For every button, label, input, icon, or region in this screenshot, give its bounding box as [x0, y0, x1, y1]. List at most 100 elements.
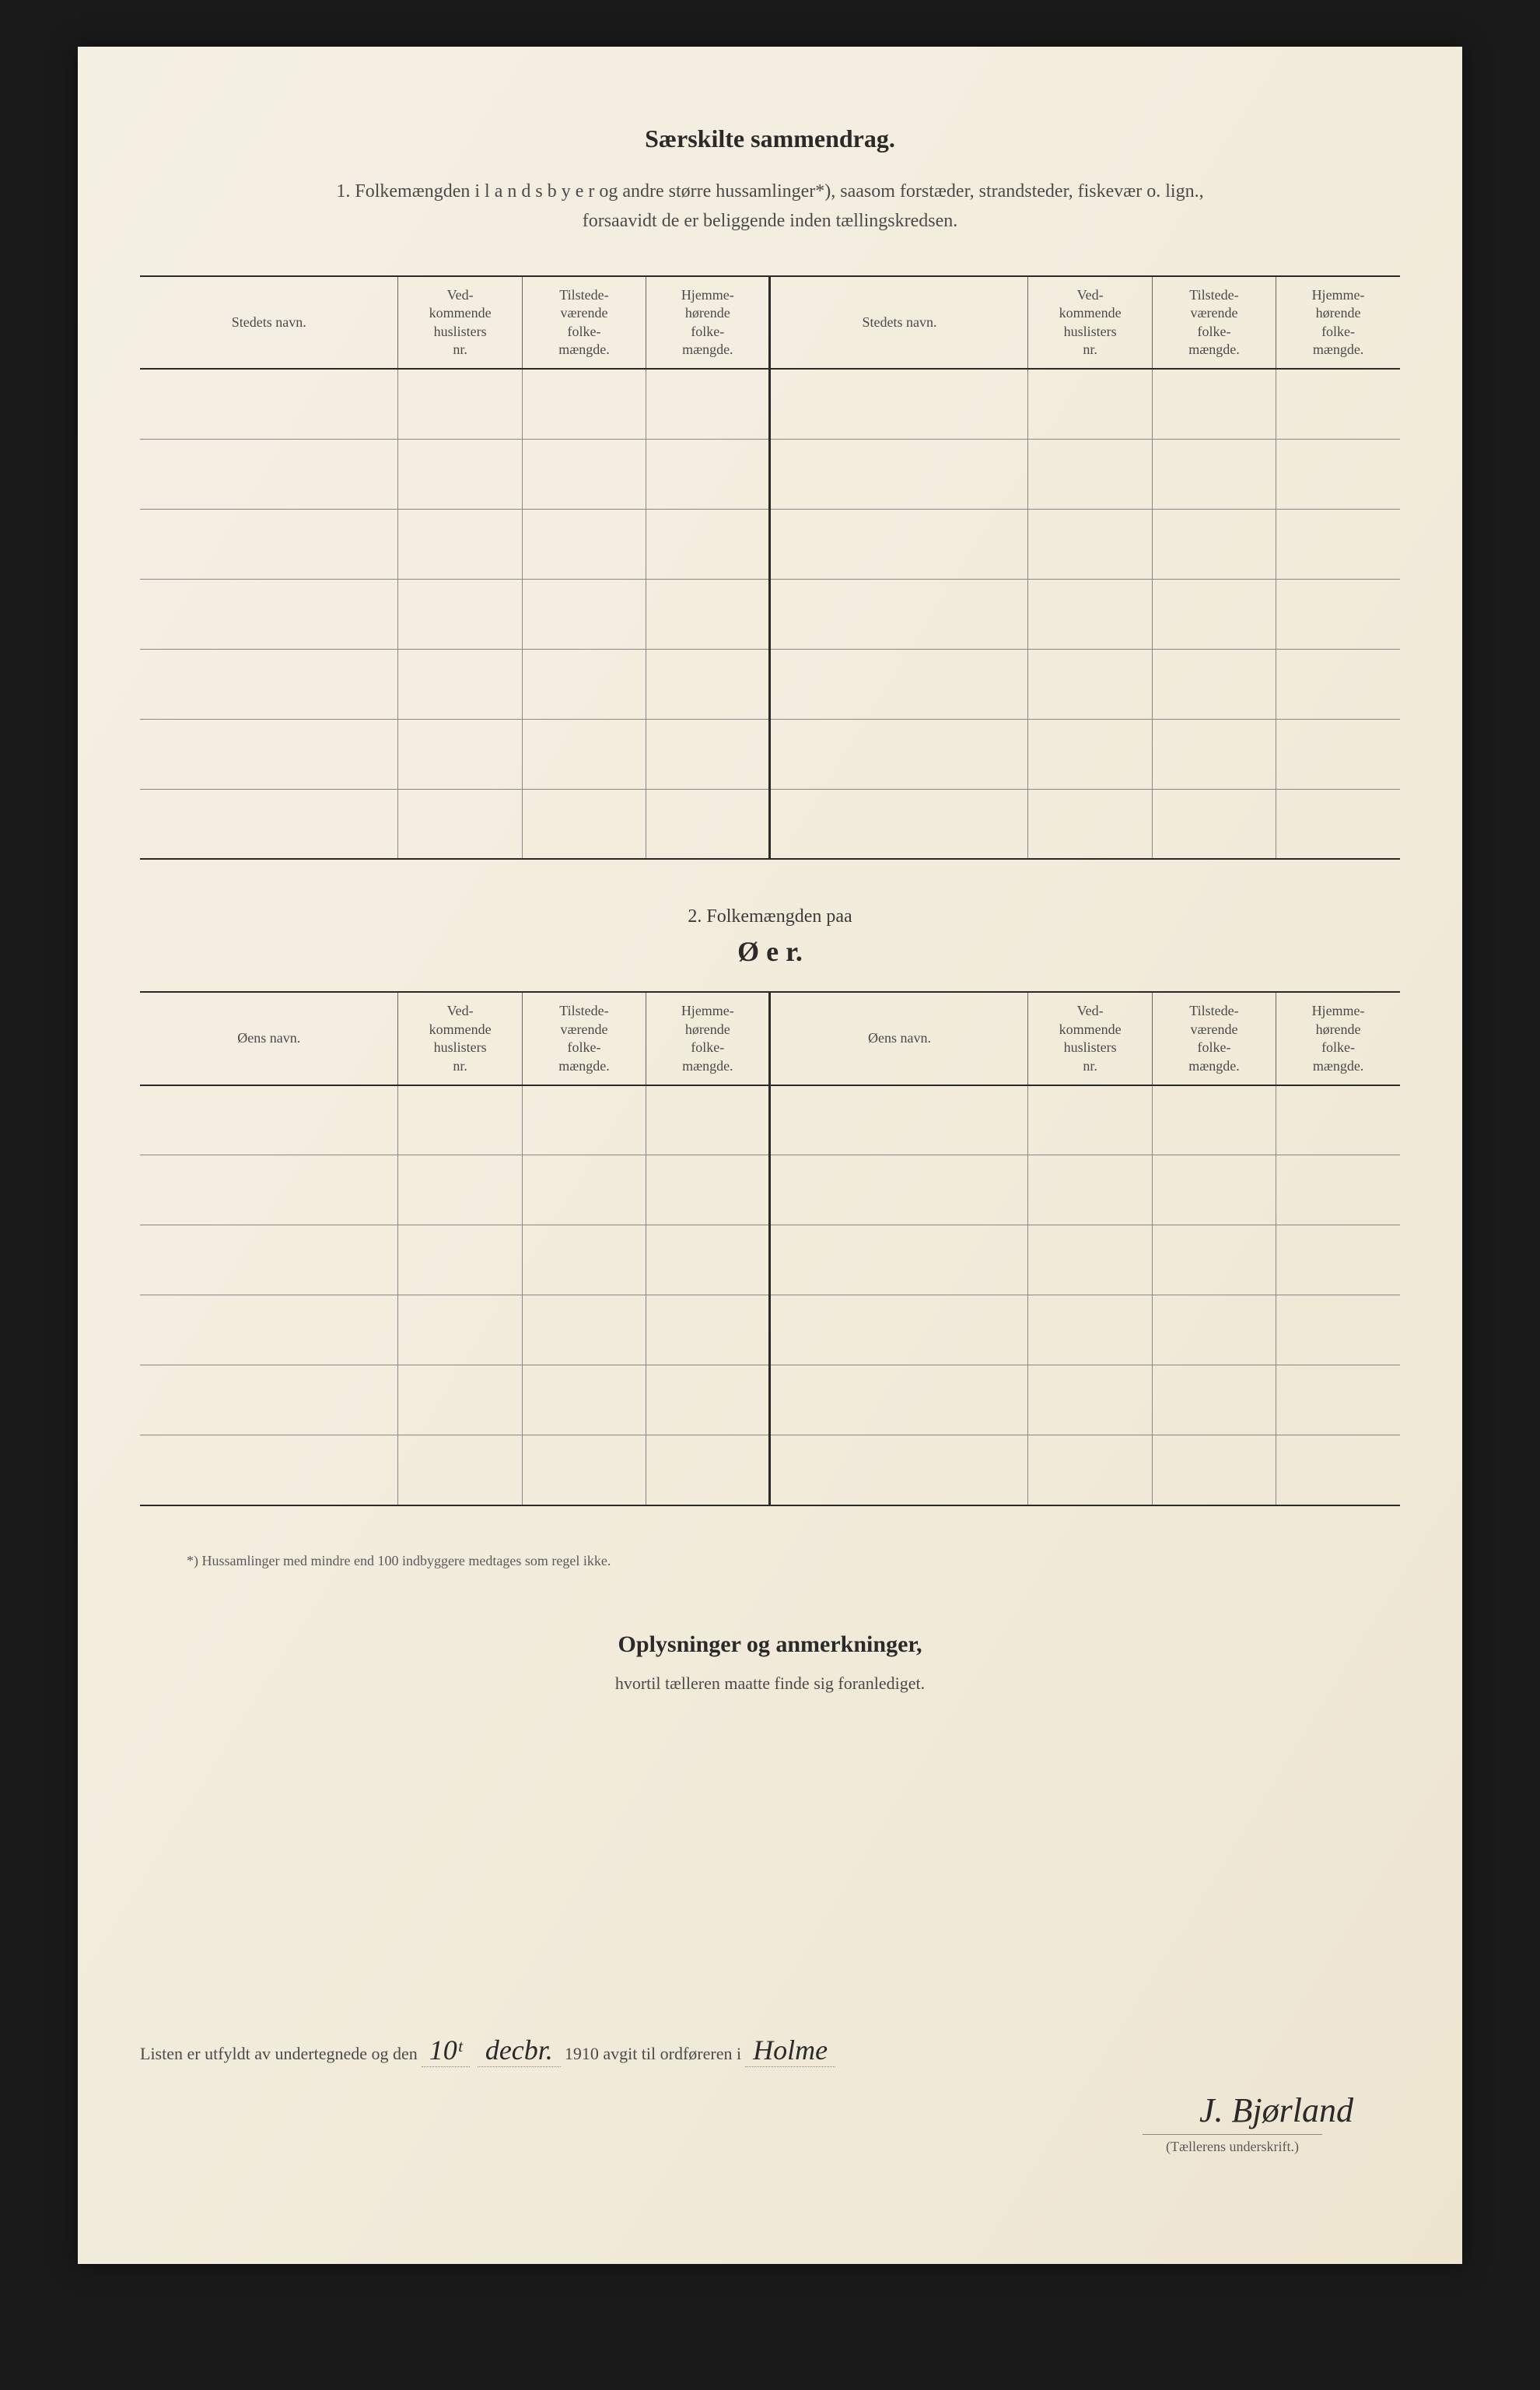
table-cell	[1028, 1155, 1152, 1225]
table-header-row: Øens navn. Ved-kommendehuslistersnr. Til…	[140, 992, 1400, 1085]
table-cell	[522, 649, 646, 719]
section3-title: Oplysninger og anmerkninger,	[140, 1631, 1400, 1658]
table-cell	[646, 1155, 770, 1225]
table-cell	[1276, 369, 1400, 439]
table-cell	[1028, 1365, 1152, 1435]
table-cell	[770, 719, 1028, 789]
table-cell	[1152, 1225, 1276, 1295]
table-cell	[140, 1085, 398, 1155]
section1-desc-line2: forsaavidt de er beliggende inden tællin…	[583, 211, 958, 231]
table-cell	[398, 1225, 522, 1295]
sig-prefix: Listen er utfyldt av undertegnede og den	[140, 2044, 418, 2064]
col-hjemme-right: Hjemme-hørendefolke-mængde.	[1276, 276, 1400, 370]
signature-block: Listen er utfyldt av undertegnede og den…	[140, 2034, 1400, 2155]
table-cell	[1276, 1225, 1400, 1295]
table-row	[140, 719, 1400, 789]
table-cell	[1152, 439, 1276, 509]
table-cell	[522, 579, 646, 649]
table-cell	[1028, 1435, 1152, 1505]
table-cell	[1028, 439, 1152, 509]
table-cell	[1276, 1365, 1400, 1435]
table-row	[140, 439, 1400, 509]
document-page: Særskilte sammendrag. 1. Folkemængden i …	[78, 47, 1462, 2264]
sig-year: 1910	[565, 2044, 599, 2064]
section1-title: Særskilte sammendrag.	[140, 124, 1400, 153]
table-cell	[140, 789, 398, 859]
table-cell	[398, 1365, 522, 1435]
col-vedkommende-right: Ved-kommendehuslistersnr.	[1028, 992, 1152, 1085]
table-cell	[398, 1155, 522, 1225]
table-cell	[398, 369, 522, 439]
col-stedets-navn-right: Stedets navn.	[770, 276, 1028, 370]
table-cell	[646, 789, 770, 859]
table-cell	[1028, 509, 1152, 579]
table-cell	[1152, 1435, 1276, 1505]
table-cell	[1152, 1155, 1276, 1225]
table-cell	[1028, 719, 1152, 789]
table-cell	[398, 439, 522, 509]
table-cell	[140, 1365, 398, 1435]
table-cell	[140, 1155, 398, 1225]
table-cell	[140, 1295, 398, 1365]
section1-table: Stedets navn. Ved-kommendehuslistersnr. …	[140, 275, 1400, 860]
table-cell	[1152, 719, 1276, 789]
table-cell	[770, 1155, 1028, 1225]
section3-subtitle: hvortil tælleren maatte finde sig foranl…	[140, 1673, 1400, 1694]
sig-date-month: decbr.	[478, 2034, 561, 2067]
section-1: Særskilte sammendrag. 1. Folkemængden i …	[140, 124, 1400, 860]
table-cell	[398, 1085, 522, 1155]
table-row	[140, 1155, 1400, 1225]
table-cell	[1276, 439, 1400, 509]
col-vedkommende-left: Ved-kommendehuslistersnr.	[398, 992, 522, 1085]
table-row	[140, 1085, 1400, 1155]
table-cell	[1152, 649, 1276, 719]
table-cell	[646, 1225, 770, 1295]
table-cell	[1152, 1295, 1276, 1365]
table-header-row: Stedets navn. Ved-kommendehuslistersnr. …	[140, 276, 1400, 370]
table-cell	[1028, 789, 1152, 859]
section1-description: 1. Folkemængden i l a n d s b y e r og a…	[140, 177, 1400, 237]
table-cell	[770, 1295, 1028, 1365]
table-cell	[398, 649, 522, 719]
section1-desc-line1: 1. Folkemængden i l a n d s b y e r og a…	[336, 181, 1203, 202]
table-cell	[1152, 1365, 1276, 1435]
section2-table: Øens navn. Ved-kommendehuslistersnr. Til…	[140, 991, 1400, 1506]
table-cell	[1152, 369, 1276, 439]
table-cell	[522, 1435, 646, 1505]
table-cell	[1028, 369, 1152, 439]
col-oens-navn-left: Øens navn.	[140, 992, 398, 1085]
table-row	[140, 1365, 1400, 1435]
table-cell	[1028, 1225, 1152, 1295]
table-row	[140, 1295, 1400, 1365]
col-vedkommende-right: Ved-kommendehuslistersnr.	[1028, 276, 1152, 370]
table-cell	[770, 369, 1028, 439]
table-cell	[1152, 789, 1276, 859]
table-cell	[140, 719, 398, 789]
table-row	[140, 1225, 1400, 1295]
section-3: Oplysninger og anmerkninger, hvortil tæl…	[140, 1631, 1400, 1694]
table-cell	[1152, 1085, 1276, 1155]
table-cell	[1028, 649, 1152, 719]
table-cell	[1276, 649, 1400, 719]
table-cell	[770, 1435, 1028, 1505]
table-cell	[522, 719, 646, 789]
col-hjemme-right: Hjemme-hørendefolke-mængde.	[1276, 992, 1400, 1085]
section2-label: 2. Folkemængden paa	[140, 906, 1400, 927]
section2-tbody	[140, 1085, 1400, 1505]
col-tilstede-left: Tilstede-værendefolke-mængde.	[522, 276, 646, 370]
table-cell	[770, 509, 1028, 579]
table-cell	[1276, 1295, 1400, 1365]
table-cell	[770, 439, 1028, 509]
table-cell	[646, 1435, 770, 1505]
sig-place: Holme	[745, 2034, 835, 2067]
table-cell	[140, 1435, 398, 1505]
table-cell	[140, 579, 398, 649]
table-cell	[646, 369, 770, 439]
table-cell	[398, 789, 522, 859]
table-cell	[522, 1155, 646, 1225]
table-cell	[1276, 789, 1400, 859]
table-cell	[646, 579, 770, 649]
col-tilstede-left: Tilstede-værendefolke-mængde.	[522, 992, 646, 1085]
sig-date-day: 10ᵗ	[422, 2034, 470, 2067]
table-cell	[140, 649, 398, 719]
